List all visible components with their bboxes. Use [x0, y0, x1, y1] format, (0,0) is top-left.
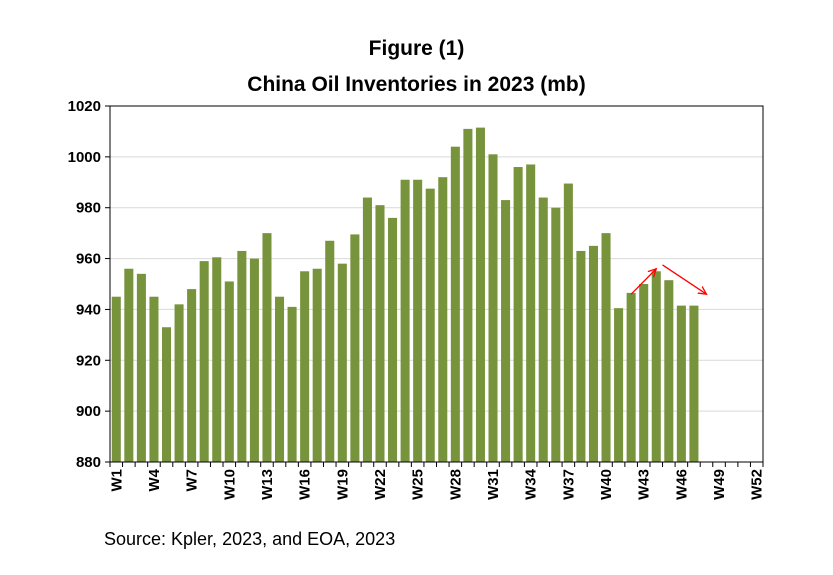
y-tick-label: 960	[76, 251, 101, 268]
x-tick-label: W28	[447, 469, 464, 500]
bar-w20	[350, 234, 360, 462]
bar-w3	[136, 273, 146, 462]
bar-w9	[212, 257, 222, 462]
x-tick-label: W10	[221, 469, 238, 500]
bar-w4	[149, 296, 159, 462]
y-tick-label: 920	[76, 352, 101, 369]
y-tick-labels: 880 900 920 940 960 980 1000 1020	[68, 98, 101, 471]
bar-w25	[413, 179, 423, 462]
bar-w28	[450, 146, 460, 462]
source-note: Source: Kpler, 2023, and EOA, 2023	[104, 529, 396, 549]
bar-w13	[262, 233, 272, 462]
bar-w12	[249, 258, 259, 462]
bar-w46	[676, 305, 686, 462]
x-tick-label: W46	[673, 469, 690, 500]
y-tick-label: 940	[76, 301, 101, 318]
bar-w30	[475, 127, 485, 462]
x-tick-label: W34	[523, 468, 540, 500]
bar-w16	[300, 271, 310, 462]
bar-w2	[124, 268, 134, 462]
bar-w42	[626, 292, 636, 462]
trend-arrow-1	[630, 269, 656, 295]
bar-w17	[312, 268, 322, 462]
bar-w44	[651, 271, 661, 462]
x-tick-label: W25	[410, 469, 427, 500]
bar-w21	[362, 197, 372, 463]
y-tick-label: 1020	[68, 98, 101, 115]
y-tick-label: 1000	[68, 149, 101, 166]
x-tick-label: W52	[749, 469, 766, 500]
x-tick-label: W22	[372, 469, 389, 500]
bar-w31	[488, 154, 498, 463]
bar-w18	[325, 240, 335, 462]
bar-w10	[224, 281, 234, 462]
bar-w1	[111, 296, 121, 462]
bar-w14	[275, 296, 285, 462]
x-tick-label: W7	[184, 469, 201, 492]
bar-w34	[526, 164, 536, 462]
x-tick-label: W37	[560, 469, 577, 500]
bar-w23	[388, 217, 398, 462]
x-tick-label: W16	[297, 469, 314, 500]
bar-w22	[375, 205, 385, 462]
x-tick-label: W13	[259, 469, 276, 500]
x-tick-label: W43	[636, 469, 653, 500]
bar-w15	[287, 306, 297, 462]
axes	[105, 105, 764, 467]
bar-w29	[463, 128, 473, 462]
bar-w38	[576, 250, 586, 462]
bar-w5	[161, 327, 172, 462]
bar-w47	[689, 305, 699, 462]
bar-w6	[174, 304, 184, 462]
bar-w24	[400, 179, 410, 462]
y-tick-label: 980	[76, 200, 101, 217]
bar-w39	[588, 245, 598, 462]
bar-w27	[438, 177, 448, 462]
bar-w11	[237, 250, 247, 462]
bar-w41	[614, 308, 624, 462]
x-tick-label: W4	[146, 468, 163, 491]
x-tick-label: W19	[334, 469, 351, 500]
y-tick-label: 880	[76, 454, 101, 471]
bar-w7	[187, 289, 197, 462]
x-tick-label: W1	[108, 469, 125, 492]
trend-arrows	[630, 264, 707, 295]
bar-w33	[513, 167, 523, 462]
bar-w19	[337, 263, 347, 462]
bar-w43	[639, 284, 649, 462]
x-tick-labels: W1 W4 W7 W10 W13 W16 W19 W22 W25 W28 W31 W34 W37 W40 W…	[108, 468, 765, 500]
bar-w26	[425, 188, 435, 462]
bar-w36	[551, 207, 561, 462]
bar-w40	[601, 233, 611, 462]
bar-w8	[199, 261, 209, 462]
bar-w45	[664, 280, 674, 462]
bars	[111, 127, 699, 463]
y-tick-label: 900	[76, 403, 101, 420]
x-tick-label: W31	[485, 469, 502, 500]
x-tick-label: W49	[711, 469, 728, 500]
bar-w35	[538, 197, 548, 463]
chart-title: Figure (1)	[368, 37, 465, 60]
bar-w32	[501, 200, 511, 463]
trend-arrow-2	[662, 264, 707, 294]
x-tick-label: W40	[598, 469, 615, 500]
chart-subtitle: China Oil Inventories in 2023 (mb)	[247, 73, 586, 96]
bar-w37	[563, 183, 573, 463]
